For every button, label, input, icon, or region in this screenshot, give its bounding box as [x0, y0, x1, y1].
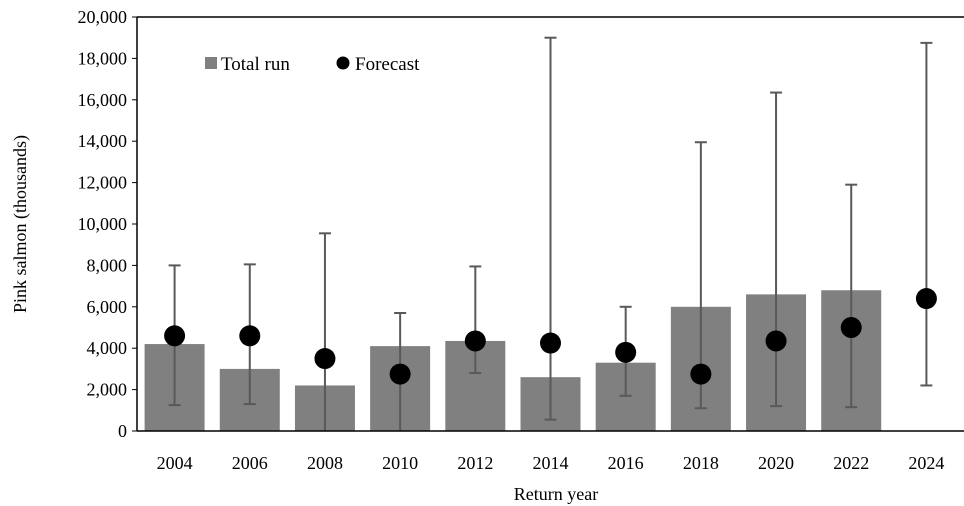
y-tick-label-18000: 18,000	[78, 48, 128, 68]
point-forecast-2016	[615, 341, 637, 363]
point-forecast-2024	[915, 288, 937, 310]
legend-swatch-total-run	[205, 57, 217, 69]
x-tick-label-2024: 2024	[908, 453, 944, 473]
y-tick-label-2000: 2,000	[87, 380, 128, 400]
x-tick-label-2004: 2004	[157, 453, 193, 473]
x-tick-label-2006: 2006	[232, 453, 268, 473]
legend-marker-forecast	[336, 56, 350, 70]
forecast-error-bars	[168, 36, 933, 431]
x-tick-label-2008: 2008	[307, 453, 343, 473]
y-tick-label-8000: 8,000	[87, 255, 128, 275]
legend-label-total-run: Total run	[221, 54, 290, 75]
y-tick-label-4000: 4,000	[87, 338, 128, 358]
legend: Total run Forecast	[205, 54, 420, 75]
point-forecast-2006	[239, 325, 261, 347]
x-tick-label-2022: 2022	[833, 453, 869, 473]
y-tick-label-20000: 20,000	[78, 7, 128, 27]
y-axis-title: Pink salmon (thousands)	[10, 135, 31, 313]
point-forecast-2020	[765, 330, 787, 352]
point-forecast-2018	[690, 363, 712, 385]
forecast-points	[164, 288, 937, 385]
x-tick-label-2018: 2018	[683, 453, 719, 473]
x-tick-label-2014: 2014	[533, 453, 569, 473]
x-tick-label-2012: 2012	[457, 453, 493, 473]
x-axis-title: Return year	[514, 484, 598, 504]
y-tick-label-12000: 12,000	[78, 173, 128, 193]
point-forecast-2008	[314, 348, 336, 370]
legend-label-forecast: Forecast	[355, 54, 420, 75]
point-forecast-2004	[164, 325, 186, 347]
y-tick-label-14000: 14,000	[78, 131, 128, 151]
point-forecast-2022	[840, 317, 862, 338]
total-run-bars	[144, 290, 882, 431]
x-tick-label-2010: 2010	[382, 453, 418, 473]
y-tick-label-0: 0	[118, 421, 127, 441]
y-tick-label-16000: 16,000	[78, 90, 128, 110]
x-axis-ticks: 2004 2006 2008 2010 2012 2014 2016 2018 2020 2022…	[157, 453, 945, 473]
y-axis-ticks: 0 2,000 4,000 6,000 8,000 10,000 12,000 14,000 1…	[78, 7, 137, 441]
x-tick-label-2016: 2016	[608, 453, 644, 473]
point-forecast-2014	[540, 332, 561, 354]
x-tick-label-2020: 2020	[758, 453, 794, 473]
y-tick-label-6000: 6,000	[87, 297, 128, 317]
point-forecast-2012	[464, 330, 486, 352]
point-forecast-2010	[389, 363, 411, 385]
y-tick-label-10000: 10,000	[78, 214, 128, 234]
